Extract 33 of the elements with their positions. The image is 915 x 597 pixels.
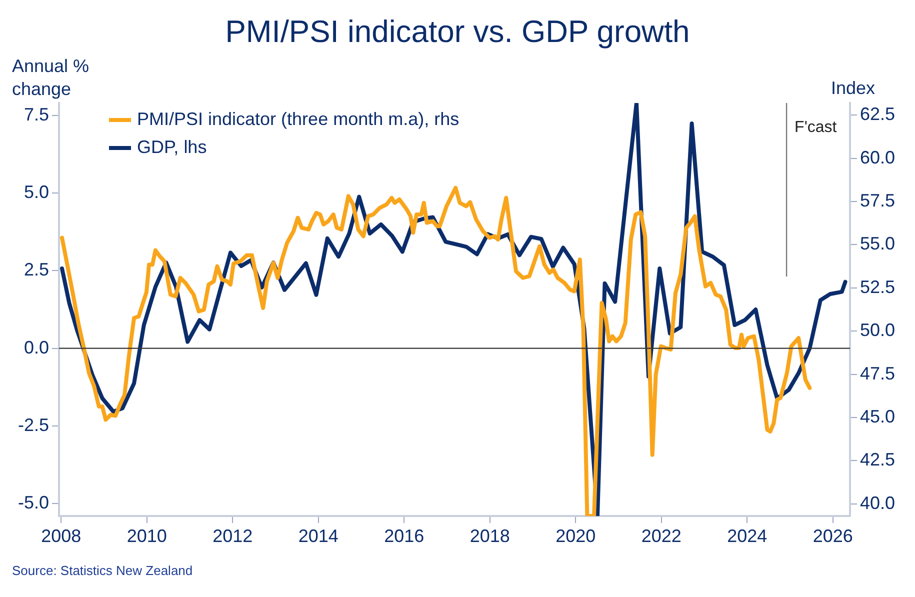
y-tick-label: 7.5: [24, 104, 49, 124]
x-tick-label: 2026: [812, 526, 853, 546]
y-tick-label: 5.0: [24, 182, 49, 202]
y-tick-label: 2.5: [24, 260, 49, 280]
x-tick-label: 2012: [212, 526, 253, 546]
y2-tick-label: 50.0: [860, 320, 896, 340]
x-tick-label: 2018: [470, 526, 510, 546]
x-tick-label: 2024: [727, 526, 768, 546]
y-tick-label: 0.0: [24, 337, 49, 358]
source-note: Source: Statistics New Zealand: [12, 563, 193, 578]
y2-tick-label: 62.5: [860, 104, 896, 124]
ref-line-label: F'cast: [794, 119, 837, 137]
x-tick-label: 2014: [298, 526, 338, 546]
y2-tick-label: 55.0: [860, 234, 896, 254]
x-tick-label: 2016: [384, 526, 424, 546]
y2-tick-label: 52.5: [860, 276, 896, 297]
y-axis-title: Annual % change: [12, 55, 90, 101]
y2-tick-label: 57.5: [860, 190, 896, 210]
y2-tick-label: 47.5: [860, 363, 896, 384]
y2-tick-label: 40.0: [860, 492, 896, 513]
y2-tick-label: 60.0: [860, 147, 896, 168]
x-tick-label: 2022: [641, 526, 682, 546]
y2-tick-label: 45.0: [860, 406, 896, 426]
chart-title: PMI/PSI indicator vs. GDP growth: [224, 14, 691, 50]
legend-label: PMI/PSI indicator (three month m.a), rhs: [137, 109, 460, 129]
legend-label: GDP, lhs: [137, 137, 207, 157]
x-tick-label: 2020: [556, 526, 596, 546]
x-tick-label: 2008: [41, 526, 82, 546]
y-tick-label: -5.0: [18, 492, 49, 513]
x-tick-label: 2010: [126, 526, 167, 546]
y-tick-label: -2.5: [18, 414, 49, 435]
y2-tick-label: 42.5: [860, 450, 896, 470]
y2-axis-title: Index: [830, 78, 875, 99]
